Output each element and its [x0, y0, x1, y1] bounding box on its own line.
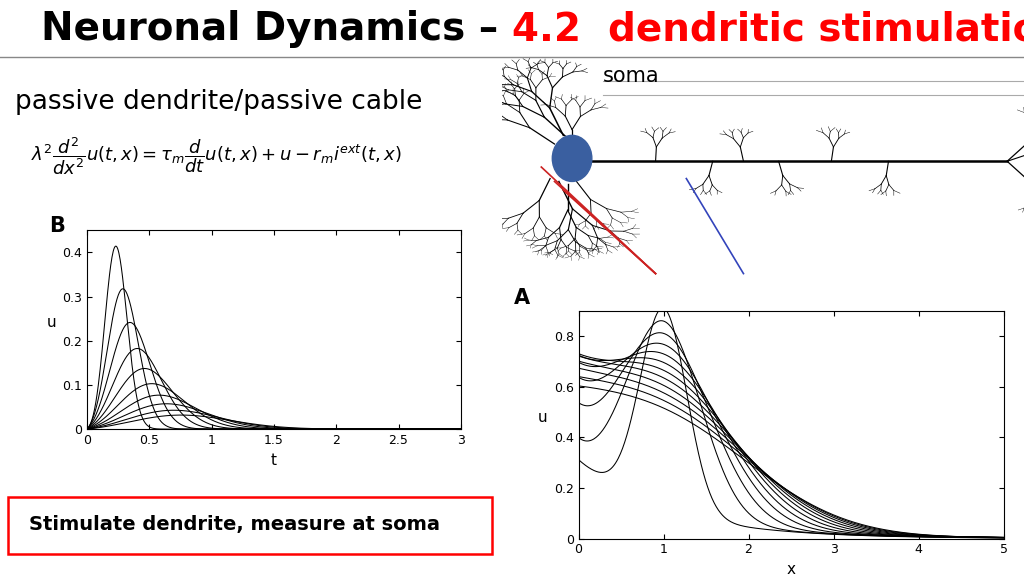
Y-axis label: u: u — [46, 314, 56, 329]
Y-axis label: u: u — [538, 410, 548, 425]
Text: B: B — [49, 216, 66, 236]
Text: Neuronal Dynamics –: Neuronal Dynamics – — [41, 10, 512, 48]
X-axis label: t: t — [271, 453, 276, 468]
FancyBboxPatch shape — [8, 497, 492, 554]
Text: A: A — [514, 288, 530, 308]
Text: 4.2  dendritic stimulation: 4.2 dendritic stimulation — [512, 10, 1024, 48]
X-axis label: x: x — [786, 562, 796, 576]
Text: passive dendrite/passive cable: passive dendrite/passive cable — [15, 89, 423, 115]
Text: Stimulate dendrite, measure at soma: Stimulate dendrite, measure at soma — [30, 515, 440, 534]
Ellipse shape — [552, 135, 592, 181]
Text: soma: soma — [603, 66, 659, 86]
Text: $\lambda^2 \dfrac{d^2}{dx^2}u(t,x) = \tau_m \dfrac{d}{dt}u(t,x)+u-r_m i^{ext}(t,: $\lambda^2 \dfrac{d^2}{dx^2}u(t,x) = \ta… — [31, 135, 401, 177]
